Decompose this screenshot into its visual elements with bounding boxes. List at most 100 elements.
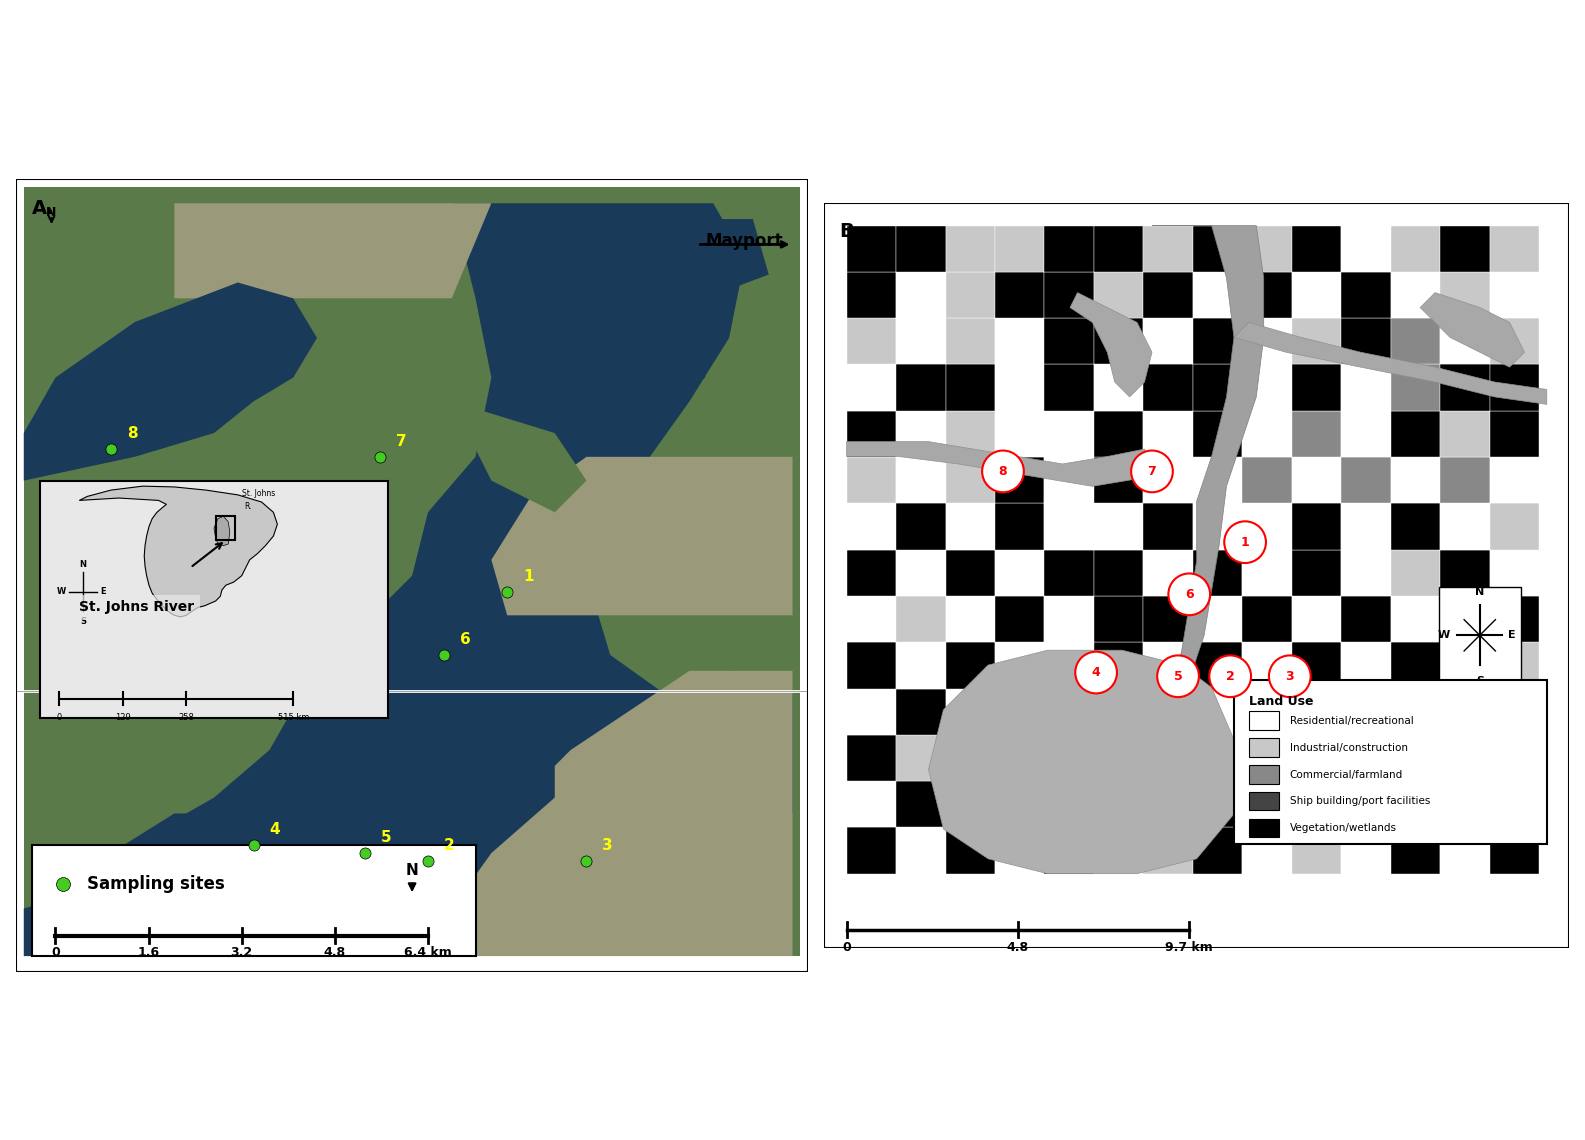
Text: N: N: [406, 863, 418, 879]
Polygon shape: [452, 670, 792, 956]
Bar: [896, 457, 946, 504]
Bar: [1045, 735, 1094, 781]
Bar: [1292, 365, 1341, 410]
Bar: [1441, 457, 1490, 504]
Bar: [1243, 457, 1292, 504]
Bar: [1243, 410, 1292, 457]
Polygon shape: [846, 441, 1152, 487]
Bar: [1292, 504, 1341, 549]
Bar: [1441, 689, 1490, 735]
Text: Commercial/farmland: Commercial/farmland: [1290, 770, 1403, 780]
Bar: [995, 828, 1045, 873]
Bar: [1392, 504, 1441, 549]
Bar: [1292, 457, 1341, 504]
Bar: [946, 781, 995, 828]
Text: 1.6: 1.6: [138, 946, 160, 959]
Bar: [995, 365, 1045, 410]
Bar: [1441, 410, 1490, 457]
Text: 3.2: 3.2: [231, 946, 252, 959]
Bar: [1341, 549, 1392, 596]
Text: Mayport: Mayport: [705, 233, 783, 251]
Bar: [1094, 504, 1143, 549]
Bar: [1045, 365, 1094, 410]
Text: 5: 5: [1173, 670, 1182, 683]
Bar: [1292, 828, 1341, 873]
Bar: [1094, 596, 1143, 642]
Bar: [216, 516, 236, 540]
Text: 2: 2: [444, 838, 455, 853]
Bar: [1243, 271, 1292, 318]
Bar: [1490, 365, 1539, 410]
Polygon shape: [135, 203, 792, 956]
Bar: [1143, 365, 1194, 410]
Bar: [1194, 596, 1243, 642]
Bar: [1143, 642, 1194, 689]
Text: 515 km: 515 km: [277, 712, 309, 722]
Bar: [1490, 271, 1539, 318]
Bar: [995, 226, 1045, 271]
Text: 3: 3: [602, 838, 613, 853]
Bar: [1392, 457, 1441, 504]
Text: 6.4 km: 6.4 km: [404, 946, 452, 959]
Bar: [946, 735, 995, 781]
Bar: [1341, 365, 1392, 410]
Polygon shape: [1152, 226, 1263, 725]
Text: 0: 0: [57, 712, 62, 722]
Bar: [1094, 365, 1143, 410]
Text: 1: 1: [1241, 536, 1249, 548]
Bar: [1094, 828, 1143, 873]
Bar: [995, 689, 1045, 735]
Bar: [1094, 735, 1143, 781]
Bar: [1341, 689, 1392, 735]
Bar: [1490, 596, 1539, 642]
Bar: [1392, 642, 1441, 689]
Polygon shape: [1235, 323, 1547, 405]
Bar: [1441, 828, 1490, 873]
Text: S: S: [1476, 676, 1484, 686]
Bar: [1249, 711, 1279, 730]
Bar: [1094, 642, 1143, 689]
Bar: [896, 271, 946, 318]
Bar: [846, 504, 896, 549]
Bar: [1094, 457, 1143, 504]
Bar: [1243, 781, 1292, 828]
Bar: [846, 271, 896, 318]
Text: E: E: [1507, 630, 1515, 641]
Bar: [1045, 828, 1094, 873]
Bar: [1194, 457, 1243, 504]
Text: Industrial/construction: Industrial/construction: [1290, 743, 1407, 752]
Circle shape: [983, 450, 1024, 492]
Bar: [995, 735, 1045, 781]
Bar: [1045, 549, 1094, 596]
Bar: [1143, 504, 1194, 549]
Bar: [896, 365, 946, 410]
Bar: [1341, 504, 1392, 549]
Bar: [896, 504, 946, 549]
Bar: [846, 642, 896, 689]
Bar: [1143, 828, 1194, 873]
Text: Vegetation/wetlands: Vegetation/wetlands: [1290, 823, 1396, 833]
Text: Residential/recreational: Residential/recreational: [1290, 716, 1414, 726]
Bar: [896, 642, 946, 689]
Bar: [1045, 504, 1094, 549]
Text: 7: 7: [1148, 465, 1157, 478]
Bar: [946, 457, 995, 504]
Text: Sampling sites: Sampling sites: [87, 876, 225, 893]
Bar: [1490, 642, 1539, 689]
Bar: [846, 318, 896, 365]
Bar: [946, 318, 995, 365]
Bar: [1392, 226, 1441, 271]
Bar: [1243, 596, 1292, 642]
Bar: [1490, 781, 1539, 828]
Circle shape: [1075, 652, 1117, 693]
Bar: [1341, 271, 1392, 318]
Text: 3: 3: [1285, 670, 1293, 683]
Bar: [846, 549, 896, 596]
Bar: [1094, 318, 1143, 365]
Text: 4.8: 4.8: [1006, 940, 1029, 954]
Text: St. Johns: St. Johns: [241, 489, 274, 498]
Text: 4: 4: [1092, 666, 1100, 679]
Text: 2: 2: [1225, 670, 1235, 683]
Bar: [1045, 781, 1094, 828]
Bar: [1045, 642, 1094, 689]
